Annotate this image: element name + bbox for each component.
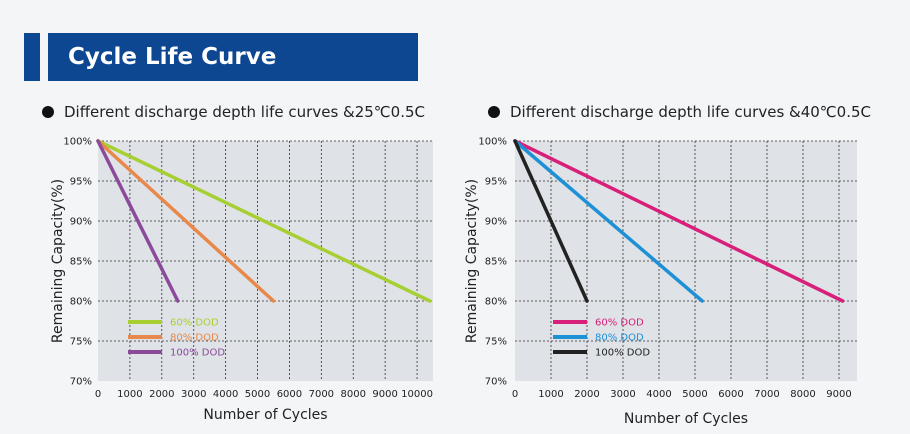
x-tick-label: 9000 xyxy=(372,389,397,400)
bullet-icon xyxy=(488,105,500,118)
x-tick-label: 0 xyxy=(95,389,101,400)
y-tick-label: 100% xyxy=(63,137,92,148)
x-tick-label: 0 xyxy=(512,389,518,400)
y-tick-label: 90% xyxy=(485,217,507,228)
x-tick-label: 4000 xyxy=(213,389,238,400)
x-tick-label: 7000 xyxy=(754,389,779,400)
x-tick-label: 3000 xyxy=(610,389,635,400)
chart-2: 70% 75% 80% 85% 90% 95% 100% 0 1000 2000 3000 4000 5… xyxy=(464,137,857,427)
plot-area xyxy=(98,141,433,381)
legend-label: 80% DOD xyxy=(595,333,644,344)
chart-1-subtitle: Different discharge depth life curves &2… xyxy=(42,100,425,124)
legend: 60% DOD 80% DOD 100% DOD xyxy=(553,318,650,359)
series-line-60-dod xyxy=(96,139,432,303)
y-tick-label: 70% xyxy=(485,377,507,388)
series-line-100-dod xyxy=(96,139,180,303)
chart-1-title: Different discharge depth life curves &2… xyxy=(64,103,425,121)
y-tick-label: 75% xyxy=(485,337,507,348)
y-tick-label: 70% xyxy=(70,377,92,388)
x-tick-label: 8000 xyxy=(341,389,366,400)
y-tick-label: 75% xyxy=(70,337,92,348)
series-line-60-dod xyxy=(513,139,845,303)
y-tick-label: 80% xyxy=(70,297,92,308)
legend-label: 60% DOD xyxy=(595,318,644,329)
x-tick-label: 4000 xyxy=(646,389,671,400)
series-line-80-dod xyxy=(513,139,704,303)
y-tick-label: 100% xyxy=(478,137,507,148)
page-title: Cycle Life Curve xyxy=(48,33,418,81)
x-tick-label: 6000 xyxy=(277,389,302,400)
y-tick-label: 95% xyxy=(485,177,507,188)
chart-2-title: Different discharge depth life curves &4… xyxy=(510,103,871,121)
x-tick-label: 10000 xyxy=(401,389,433,400)
chart-2-subtitle: Different discharge depth life curves &4… xyxy=(488,100,871,124)
chart-1: 70% 75% 80% 85% 90% 95% 100% 0 1000 2000 3000 4000 5… xyxy=(50,137,433,423)
y-tick-label: 80% xyxy=(485,297,507,308)
x-axis-title: Number of Cycles xyxy=(203,407,327,423)
legend-label: 60% DOD xyxy=(170,318,219,329)
series-line-100-dod xyxy=(513,139,589,303)
legend-label: 100% DOD xyxy=(170,348,225,359)
plot-area xyxy=(515,141,857,381)
legend: 60% DOD 80% DOD 100% DOD xyxy=(128,318,225,359)
y-tick-label: 85% xyxy=(70,257,92,268)
y-tick-label: 85% xyxy=(485,257,507,268)
x-tick-label: 2000 xyxy=(574,389,599,400)
y-axis-title: Remaining Capacity(%) xyxy=(464,179,480,343)
x-tick-label: 5000 xyxy=(682,389,707,400)
legend-label: 80% DOD xyxy=(170,333,219,344)
bullet-icon xyxy=(42,105,54,118)
legend-label: 100% DOD xyxy=(595,348,650,359)
header-accent xyxy=(24,33,40,81)
x-tick-label: 9000 xyxy=(826,389,851,400)
x-tick-label: 8000 xyxy=(790,389,815,400)
x-tick-label: 7000 xyxy=(309,389,334,400)
x-axis-title: Number of Cycles xyxy=(624,411,748,427)
x-tick-label: 1000 xyxy=(117,389,142,400)
x-tick-label: 2000 xyxy=(149,389,174,400)
x-tick-label: 3000 xyxy=(181,389,206,400)
x-tick-label: 1000 xyxy=(538,389,563,400)
x-tick-label: 6000 xyxy=(718,389,743,400)
y-tick-label: 90% xyxy=(70,217,92,228)
x-tick-label: 5000 xyxy=(245,389,270,400)
series-line-80-dod xyxy=(96,139,276,303)
y-axis-title: Remaining Capacity(%) xyxy=(50,179,66,343)
y-tick-label: 95% xyxy=(70,177,92,188)
